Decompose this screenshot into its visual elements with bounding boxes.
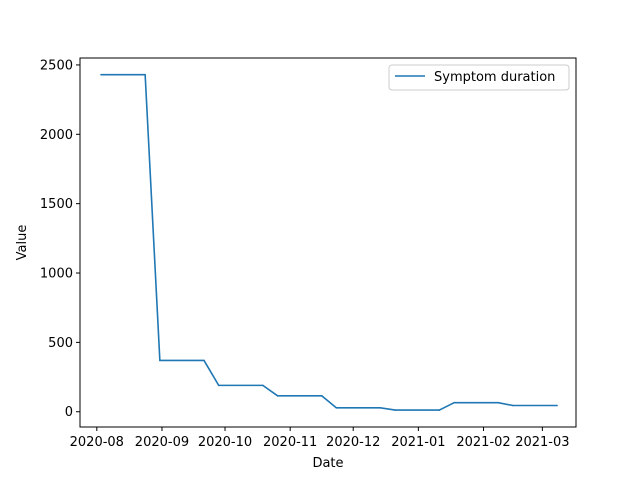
axes-frame [79, 57, 577, 428]
data-point [453, 401, 455, 404]
legend-box [388, 64, 570, 91]
x-axis: 2020-08 2020-09 2020-10 2020-11 2020-12 2021-… [70, 427, 570, 450]
y-axis: 0 500 1000 1500 2000 2500 [40, 58, 80, 420]
data-point [159, 359, 161, 362]
data-point [144, 73, 146, 76]
data-point [276, 394, 279, 397]
data-point [320, 394, 323, 397]
data-point [556, 404, 558, 407]
y-tick-label: 1500 [40, 197, 73, 212]
data-point [438, 409, 441, 411]
x-tick-label: 2021-02 [456, 435, 510, 450]
x-tick-label: 2020-12 [326, 435, 380, 450]
data-point [379, 407, 382, 409]
y-tick-label: 500 [48, 336, 73, 351]
plot-area [100, 73, 558, 411]
data-point [335, 407, 338, 409]
x-tick-label: 2020-10 [198, 435, 252, 450]
data-point [394, 409, 397, 411]
x-tick-label: 2020-09 [135, 435, 189, 450]
x-tick-label: 2020-08 [70, 435, 124, 450]
series-line [101, 73, 558, 411]
x-axis-label: Date [312, 456, 343, 471]
y-axis-label: Value [15, 225, 30, 261]
x-tick-label: 2021-03 [515, 435, 569, 450]
x-tick-label: 2020-11 [263, 435, 317, 450]
data-point [217, 384, 220, 387]
legend: Symptom duration [388, 64, 570, 91]
data-point [100, 73, 102, 76]
legend-label: Symptom duration [434, 70, 555, 85]
y-tick-label: 1000 [40, 267, 73, 282]
data-point [497, 401, 500, 404]
data-point [512, 404, 514, 407]
y-tick-label: 2500 [40, 58, 73, 73]
data-point [262, 384, 264, 387]
y-tick-label: 2000 [40, 128, 73, 143]
y-tick-label: 0 [65, 405, 73, 420]
x-tick-label: 2021-01 [391, 435, 445, 450]
data-point [203, 359, 205, 362]
